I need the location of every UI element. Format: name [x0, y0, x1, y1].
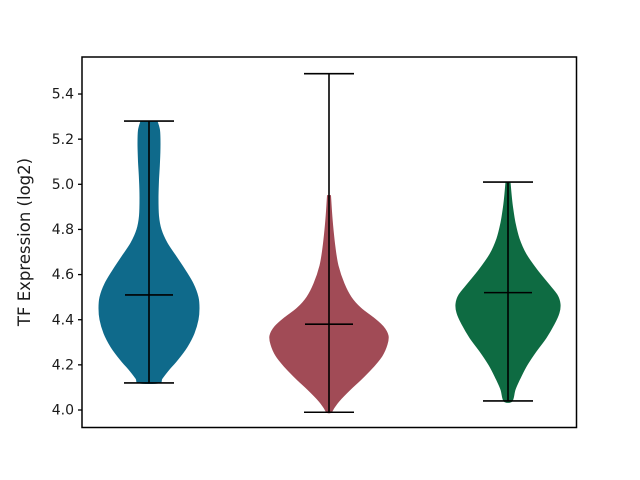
y-axis-label: TF Expression (log2)	[15, 158, 34, 327]
y-tick-label: 5.2	[52, 132, 74, 148]
violins	[98, 72, 561, 414]
y-tick-label: 4.8	[52, 222, 74, 238]
y-tick-label: 5.4	[52, 87, 74, 103]
y-tick-label: 4.0	[52, 403, 74, 419]
y-tick-label: 5.0	[52, 177, 74, 193]
y-tick-label: 4.2	[52, 357, 74, 373]
violin-group	[98, 120, 200, 384]
y-tick-label: 4.6	[52, 267, 74, 283]
y-tick-label: 4.4	[52, 312, 74, 328]
violin-group	[269, 72, 389, 414]
y-axis-ticks: 4.0 4.2 4.4 4.6 4.8 5.0 5.2 5.4	[52, 87, 82, 419]
violin-group	[455, 181, 561, 403]
